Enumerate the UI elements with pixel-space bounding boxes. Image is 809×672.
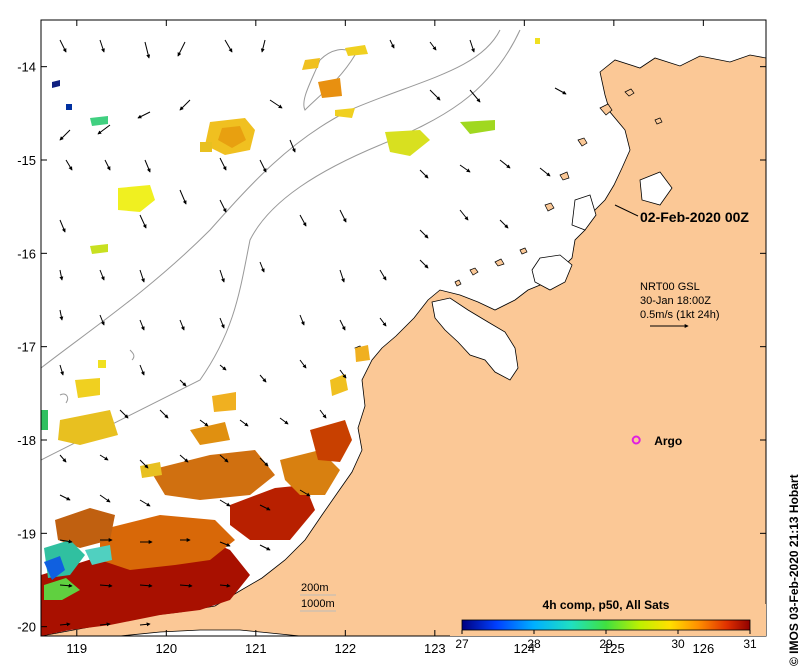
sst-patches-offshore <box>52 38 540 396</box>
colorbar-ticks: 27 28 29 30 31 <box>455 630 757 651</box>
land-mass <box>41 54 766 636</box>
colorbar-title: 4h comp, p50, All Sats <box>543 598 670 612</box>
argo-float-marker <box>631 435 641 445</box>
y-tick-label: -18 <box>17 433 36 448</box>
contour-200-label: 200m <box>301 582 329 594</box>
colorbar-gradient <box>461 619 751 631</box>
current-source: NRT00 GSL <box>640 281 700 293</box>
x-tick-label: 119 <box>66 641 87 656</box>
y-tick-label: -20 <box>17 620 36 635</box>
y-tick-label: -15 <box>17 153 36 168</box>
y-tick-label: -19 <box>17 526 36 541</box>
date-label: 02-Feb-2020 00Z <box>640 209 749 225</box>
coastal-islands <box>354 88 663 353</box>
argo-label: Argo <box>654 434 682 448</box>
current-vectors <box>59 39 567 627</box>
y-tick-label: -16 <box>17 246 36 261</box>
x-tick-label: 120 <box>155 641 177 656</box>
x-tick-label: 126 <box>692 641 714 656</box>
colorbar-tick-label: 29 <box>599 637 613 651</box>
plot-frame <box>40 19 767 637</box>
colorbar-tick-label: 30 <box>671 637 685 651</box>
colorbar-tick-label: 27 <box>455 637 469 651</box>
bay-water <box>431 297 519 381</box>
current-time: 30-Jan 18:00Z <box>640 295 711 307</box>
x-tick-label: 123 <box>424 641 446 656</box>
colorbar: 4h comp, p50, All Sats 27 28 29 30 31 <box>450 598 766 651</box>
sst-patches-coastal <box>41 360 352 636</box>
x-tick-label: 122 <box>334 641 356 656</box>
x-tick-label: 124 <box>513 641 535 656</box>
y-axis-ticks: -14 -15 -16 -17 -18 -19 -20 <box>17 60 766 635</box>
contour-1000-label: 1000m <box>301 598 335 610</box>
date-label-leader <box>614 204 639 217</box>
colorbar-tick-label: 28 <box>527 637 541 651</box>
y-tick-label: -17 <box>17 340 36 355</box>
x-tick-label: 125 <box>603 641 625 656</box>
credit-text: © IMOS 03-Feb-2020 21:13 Hobart <box>787 474 801 666</box>
current-scale: 0.5m/s (1kt 24h) <box>640 309 719 321</box>
x-axis-ticks: 119 120 121 122 123 124 125 126 <box>66 20 714 656</box>
x-tick-label: 121 <box>245 641 267 656</box>
y-tick-label: -14 <box>17 60 36 75</box>
colorbar-tick-label: 31 <box>743 637 757 651</box>
